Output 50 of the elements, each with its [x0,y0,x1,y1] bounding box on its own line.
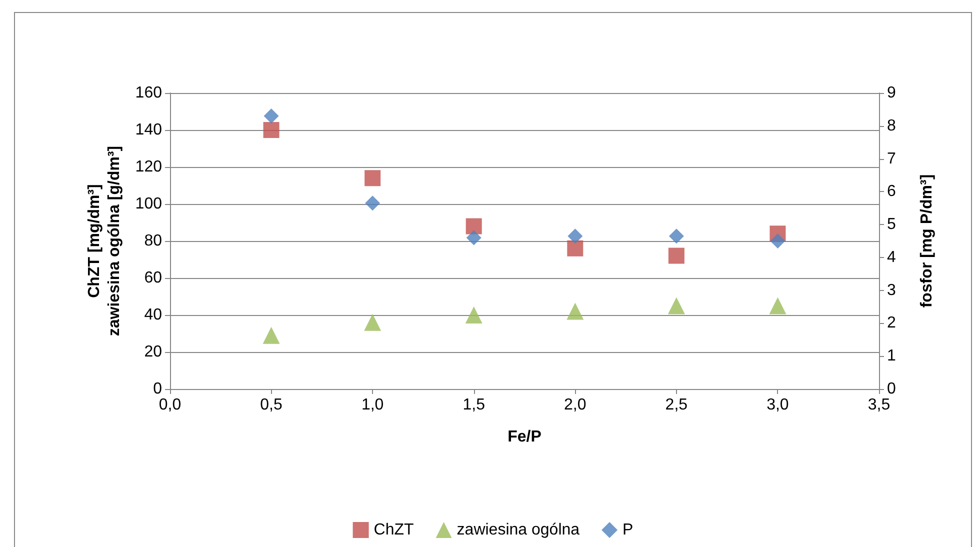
point [465,306,482,324]
point [770,234,786,248]
y2-tick-label: 4 [887,248,896,266]
y-tick-label: 140 [135,122,162,138]
point [262,326,280,344]
point [264,108,279,124]
point [566,302,584,320]
point [364,314,382,331]
point [568,228,583,244]
y-tick-label: 100 [135,196,162,212]
y-tick-label: 60 [144,270,162,286]
y-tick-label: 80 [144,232,162,250]
y2-tick-label: 6 [887,183,896,200]
point [364,170,381,186]
point [263,122,280,138]
y2-tick-label: 1 [887,348,896,365]
y2-tick-label: 9 [887,84,896,102]
x-tick-label: 2,5 [665,396,688,414]
x-tick-label: 3,5 [868,396,890,414]
point [769,297,786,314]
y2-tick-label: 3 [887,282,896,299]
point [668,297,685,314]
y-tick-label: 20 [144,344,162,360]
y2-tick-label: 2 [887,314,896,332]
y-tick-label: 120 [135,158,162,176]
y2-tick-label: 5 [887,216,896,234]
x-tick-label: 1,5 [462,396,486,414]
x-axis-title: Fe/P [508,428,542,446]
x-tick-label: 2,0 [564,396,586,414]
x-tick-label: 3,0 [766,396,789,414]
legend-label: ChZT [374,522,414,538]
y-tick-label: 160 [135,84,162,102]
y2-tick-label: 8 [887,117,896,134]
y-tick-label: 0 [153,380,162,398]
legend-label: P [622,522,634,538]
legend-label: zawiesina ogólna [456,522,580,538]
y-tick-label: 40 [144,306,162,324]
x-tick-label: 0,0 [158,396,182,414]
y2-tick-label: 0 [887,380,896,398]
x-tick-label: 0,5 [260,396,283,414]
point [668,228,684,244]
point [668,248,684,264]
y2-tick-label: 7 [887,150,896,168]
y-axis-title: ChZT [mg/dm³] zawiesina ogólna [g/dm³] [86,146,123,336]
point [567,240,584,256]
y2-axis-title: fosfor [mg P/dm³] [918,174,936,308]
point [365,196,380,211]
point [466,218,482,234]
point [466,230,482,246]
x-tick-label: 1,0 [361,396,384,414]
